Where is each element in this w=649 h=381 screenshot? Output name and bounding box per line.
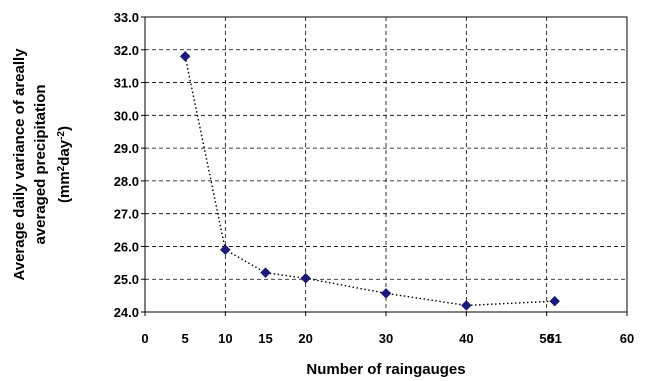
x-tick-label: 10 — [218, 331, 232, 346]
y-tick-label: 24.0 — [114, 305, 139, 320]
y-axis-title: Average daily variance of areally averag… — [11, 48, 73, 281]
unit-exp-1: 2 — [56, 165, 67, 171]
unit-exp-2: -2 — [56, 131, 67, 140]
x-tick-label: 60 — [620, 331, 634, 346]
x-tick-label: 30 — [379, 331, 393, 346]
x-extra-label: 15 — [258, 331, 272, 346]
x-axis-ticks: 0 10 20 30 40 50 60 5 15 51 — [141, 312, 634, 346]
x-extra-label: 5 — [182, 331, 189, 346]
y-axis-ticks: 24.0 25.0 26.0 27.0 28.0 29.0 30.0 31.0 32.0 33.0 — [114, 10, 145, 320]
x-extra-label: 51 — [547, 331, 561, 346]
y-tick-label: 28.0 — [114, 174, 139, 189]
data-point — [260, 267, 271, 279]
y-tick-label: 32.0 — [114, 43, 139, 58]
x-tick-label: 40 — [459, 331, 473, 346]
x-tick-label: 0 — [141, 331, 148, 346]
grid-lines — [145, 17, 627, 312]
y-tick-label: 30.0 — [114, 108, 139, 123]
data-point — [380, 287, 392, 299]
y-tick-label: 27.0 — [114, 207, 139, 222]
series-layer — [179, 50, 561, 311]
data-point — [549, 295, 561, 307]
unit-mid: day — [56, 139, 73, 166]
y-tick-label: 31.0 — [114, 76, 139, 91]
y-tick-label: 33.0 — [114, 10, 139, 25]
data-point — [460, 300, 472, 311]
y-tick-label: 29.0 — [114, 141, 139, 156]
data-point — [179, 50, 191, 62]
y-axis-title-line-2: averaged precipitation — [32, 84, 49, 244]
x-axis-title: Number of raingauges — [306, 361, 465, 378]
unit-close: ) — [56, 126, 73, 131]
x-tick-label: 50 — [539, 331, 553, 346]
unit-open: (mm — [56, 171, 73, 203]
data-point — [300, 272, 312, 284]
data-point — [219, 244, 231, 256]
x-tick-label: 20 — [298, 331, 312, 346]
y-tick-label: 25.0 — [114, 272, 139, 287]
y-tick-label: 26.0 — [114, 239, 139, 254]
y-axis-title-line-1: Average daily variance of areally — [11, 48, 28, 281]
y-axis-title-unit: (mm2day-2) — [56, 126, 74, 203]
